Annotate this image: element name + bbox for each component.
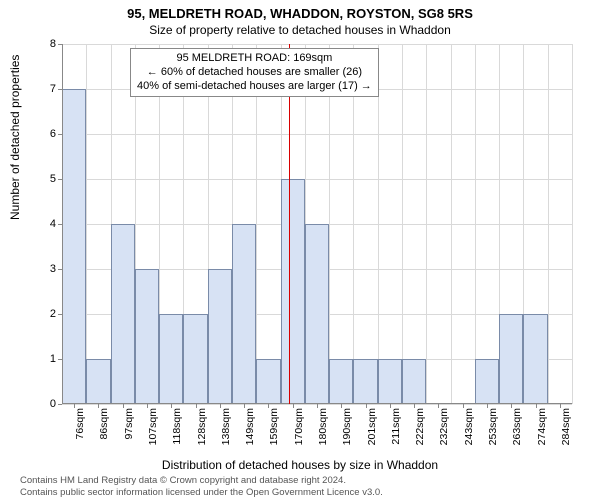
callout-line-1: 95 MELDRETH ROAD: 169sqm <box>137 52 372 66</box>
x-tick-label: 170sqm <box>293 408 305 445</box>
y-tick-label: 0 <box>50 398 56 410</box>
gridline-v <box>426 44 427 404</box>
histogram-bar <box>232 224 256 404</box>
histogram-bar <box>499 314 523 404</box>
x-tick-label: 97sqm <box>123 408 135 440</box>
footer-line-2: Contains public sector information licen… <box>20 487 383 498</box>
gridline-h <box>62 134 572 135</box>
gridline-v <box>572 44 573 404</box>
footer-line-1: Contains HM Land Registry data © Crown c… <box>20 475 383 486</box>
x-tick-label: 232sqm <box>438 408 450 445</box>
gridline-v <box>329 44 330 404</box>
histogram-bar <box>86 359 110 404</box>
x-tick-label: 180sqm <box>317 408 329 445</box>
y-axis-label: Number of detached properties <box>8 55 22 220</box>
x-tick-label: 118sqm <box>171 408 183 445</box>
x-tick-label: 149sqm <box>244 408 256 445</box>
x-tick-label: 107sqm <box>147 408 159 445</box>
histogram-bar <box>475 359 499 404</box>
histogram-bar <box>329 359 353 404</box>
y-tick-label: 6 <box>50 128 56 140</box>
y-tick-label: 3 <box>50 263 56 275</box>
x-tick-label: 128sqm <box>196 408 208 445</box>
x-axis-label: Distribution of detached houses by size … <box>0 458 600 472</box>
histogram-bar <box>281 179 305 404</box>
gridline-h <box>62 179 572 180</box>
histogram-bar <box>183 314 207 404</box>
histogram-bar <box>305 224 329 404</box>
histogram-bar <box>523 314 547 404</box>
y-tick-label: 1 <box>50 353 56 365</box>
histogram-bar <box>159 314 183 404</box>
x-tick-label: 243sqm <box>463 408 475 445</box>
x-tick-label: 159sqm <box>268 408 280 445</box>
histogram-bar <box>256 359 280 404</box>
histogram-bar <box>402 359 426 404</box>
page-title: 95, MELDRETH ROAD, WHADDON, ROYSTON, SG8… <box>0 0 600 21</box>
histogram-bar <box>378 359 402 404</box>
gridline-v <box>378 44 379 404</box>
histogram-bar <box>111 224 135 404</box>
gridline-v <box>256 44 257 404</box>
chart-container: 95, MELDRETH ROAD, WHADDON, ROYSTON, SG8… <box>0 0 600 500</box>
x-tick-label: 284sqm <box>560 408 572 445</box>
histogram-bar <box>62 89 86 404</box>
histogram-bar <box>208 269 232 404</box>
x-tick-label: 86sqm <box>98 408 110 440</box>
x-tick-label: 211sqm <box>390 408 402 445</box>
y-tick-label: 8 <box>50 38 56 50</box>
x-tick-label: 190sqm <box>341 408 353 445</box>
gridline-v <box>475 44 476 404</box>
histogram-bar <box>353 359 377 404</box>
gridline-v <box>353 44 354 404</box>
y-tick-label: 4 <box>50 218 56 230</box>
x-tick-label: 76sqm <box>74 408 86 440</box>
histogram-bar <box>135 269 159 404</box>
x-tick-label: 253sqm <box>487 408 499 445</box>
x-tick-label: 138sqm <box>220 408 232 445</box>
x-tick-label: 222sqm <box>414 408 426 445</box>
y-tick-label: 2 <box>50 308 56 320</box>
gridline-v <box>451 44 452 404</box>
x-tick-label: 274sqm <box>536 408 548 445</box>
x-tick-label: 201sqm <box>366 408 378 445</box>
y-tick-label: 5 <box>50 173 56 185</box>
gridline-v <box>86 44 87 404</box>
footer-attribution: Contains HM Land Registry data © Crown c… <box>20 475 383 498</box>
gridline-v <box>402 44 403 404</box>
reference-line <box>289 44 290 404</box>
plot-area: 01234567876sqm86sqm97sqm107sqm118sqm128s… <box>62 44 572 404</box>
gridline-h <box>62 44 572 45</box>
chart-subtitle: Size of property relative to detached ho… <box>0 21 600 37</box>
callout-box: 95 MELDRETH ROAD: 169sqm← 60% of detache… <box>130 48 379 97</box>
y-tick-label: 7 <box>50 83 56 95</box>
callout-line-3: 40% of semi-detached houses are larger (… <box>137 80 372 94</box>
gridline-v <box>548 44 549 404</box>
callout-line-2: ← 60% of detached houses are smaller (26… <box>137 66 372 80</box>
x-tick-label: 263sqm <box>511 408 523 445</box>
